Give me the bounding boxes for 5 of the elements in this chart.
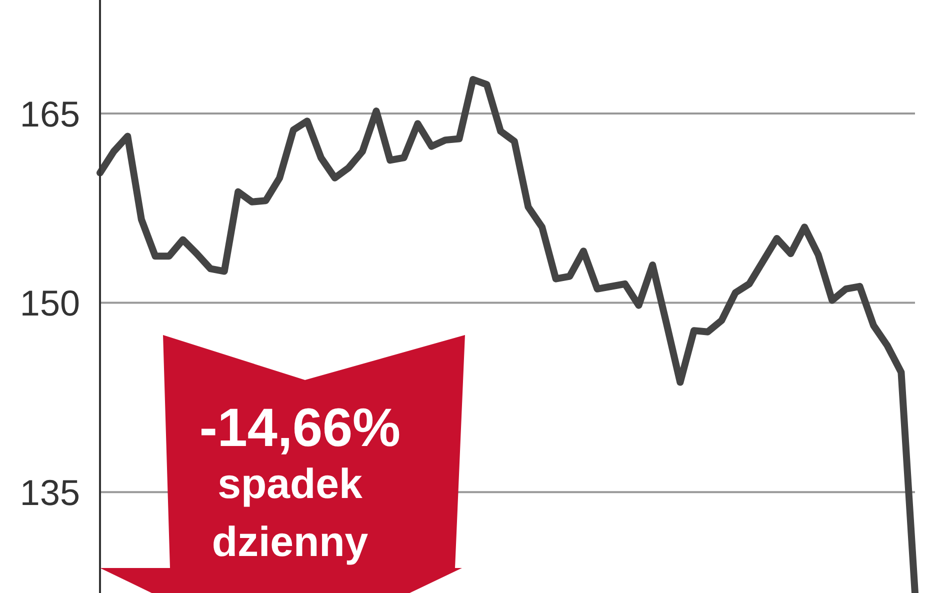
annotation: spadek dzienny	[212, 460, 368, 565]
y-tick-label: 165	[20, 93, 80, 134]
y-tick-label: 150	[20, 282, 80, 324]
y-tick-label: 135	[20, 472, 80, 513]
annotation: -14,66%	[198, 398, 402, 458]
